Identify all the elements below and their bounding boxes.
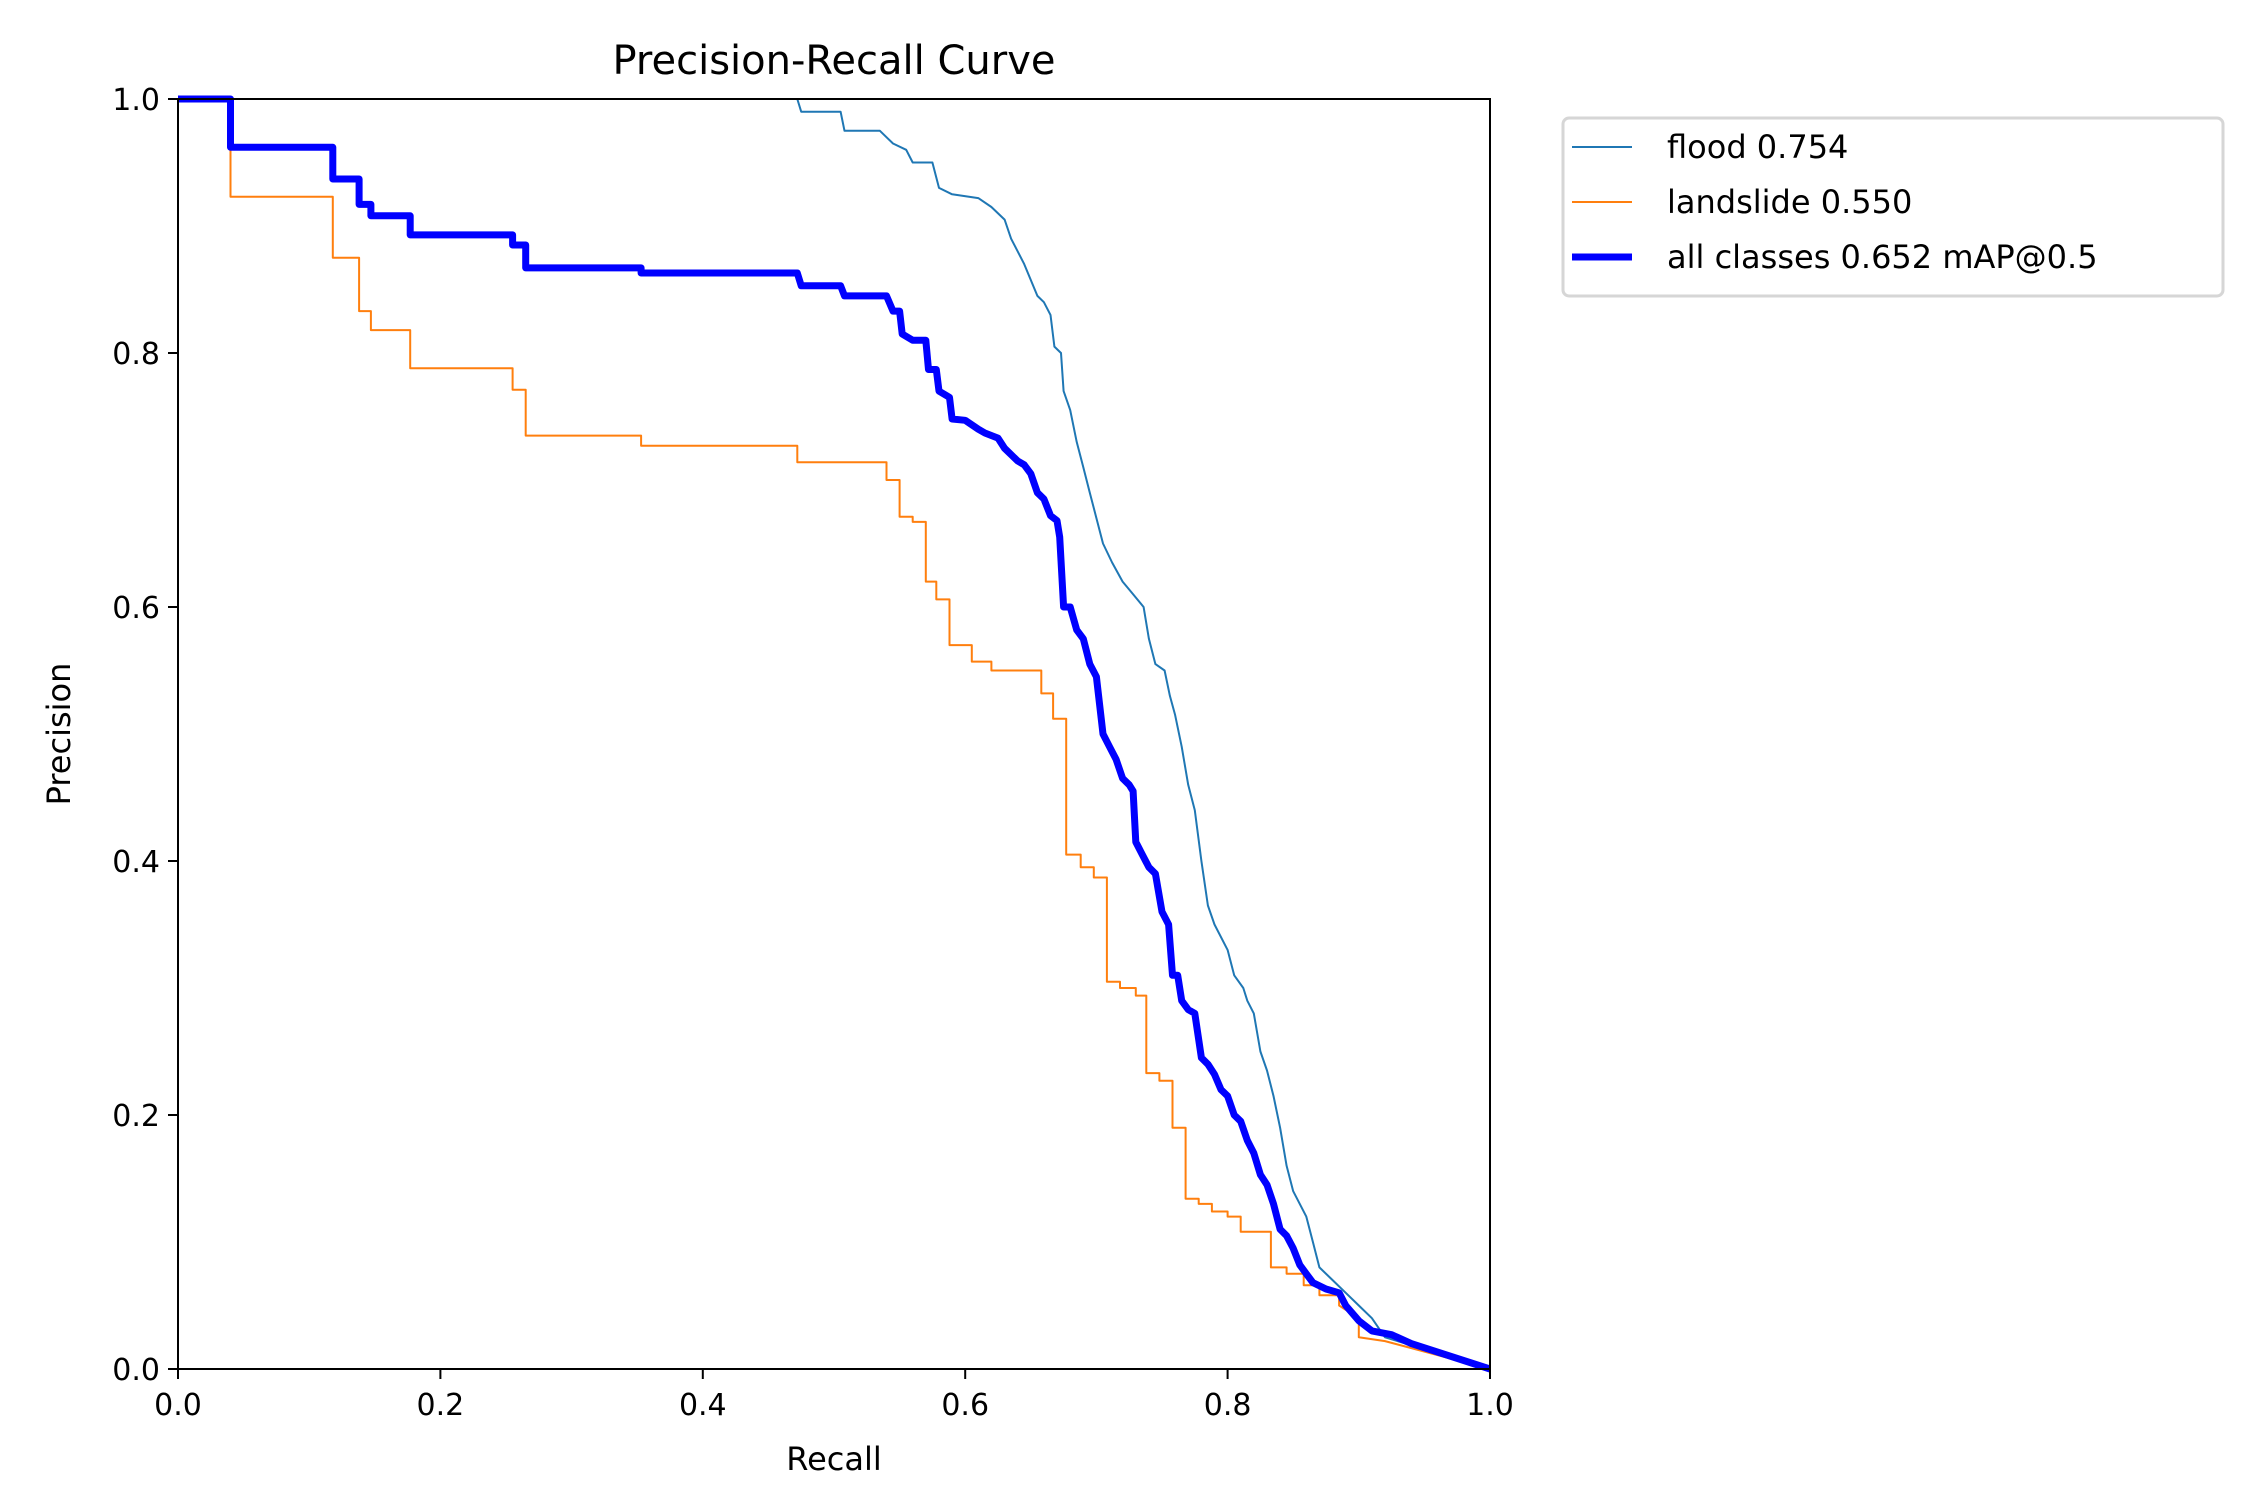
y-tick-label: 0.0 [112, 1353, 160, 1388]
legend: flood 0.754 landslide 0.550 all classes 0.… [1561, 116, 2225, 298]
series-layer [178, 95, 1492, 1373]
x-tick-label: 0.6 [941, 1388, 989, 1423]
chart-title: Precision-Recall Curve [613, 38, 1056, 84]
y-tick-label: 0.6 [112, 591, 160, 626]
x-tick-label: 0.2 [417, 1388, 465, 1423]
y-tick-label: 0.2 [112, 1099, 160, 1134]
series-line-2 [178, 95, 1492, 1373]
x-tick-label: 0.4 [679, 1388, 727, 1423]
y-tick-label: 0.4 [112, 845, 160, 880]
ticks-layer: 0.0 0.2 0.4 0.6 0.8 1.0 0.0 0.2 0.4 0.6 0.8 1.0 [112, 83, 1514, 1423]
x-tick-label: 0.8 [1204, 1388, 1252, 1423]
y-tick-label: 1.0 [112, 83, 160, 118]
x-axis-title: Recall [786, 1440, 881, 1478]
legend-label-0: flood 0.754 [1667, 128, 1848, 166]
legend-label-2: all classes 0.652 mAP@0.5 [1667, 238, 2098, 276]
series-line-0 [178, 98, 1491, 1370]
legend-box [1561, 116, 2225, 298]
plot-frame [177, 98, 1491, 1370]
legend-label-1: landslide 0.550 [1667, 183, 1912, 221]
y-tick-label: 0.8 [112, 337, 160, 372]
x-tick-label: 1.0 [1466, 1388, 1514, 1423]
y-axis-title: Precision [40, 663, 78, 806]
series-line-1 [178, 98, 1491, 1370]
x-tick-label: 0.0 [154, 1388, 202, 1423]
